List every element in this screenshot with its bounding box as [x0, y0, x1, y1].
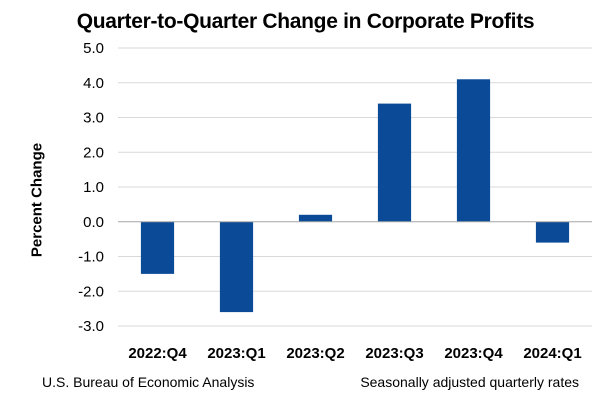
y-tick-label: -3.0 — [78, 318, 104, 335]
chart-title: Quarter-to-Quarter Change in Corporate P… — [76, 10, 535, 33]
x-tick-label: 2023:Q1 — [207, 345, 265, 362]
x-tick-label: 2023:Q3 — [365, 345, 423, 362]
y-tick-label: 2.0 — [83, 144, 104, 161]
x-tick-label: 2023:Q2 — [286, 345, 344, 362]
y-tick-label: -2.0 — [78, 283, 104, 300]
bar — [456, 79, 491, 222]
y-tick-label: 4.0 — [83, 75, 104, 92]
x-tick-label: 2022:Q4 — [128, 345, 187, 362]
bar — [140, 221, 175, 274]
adjustment-note: Seasonally adjusted quarterly rates — [360, 374, 579, 390]
bar — [377, 103, 412, 222]
y-tick-label: 5.0 — [83, 40, 104, 57]
y-tick-label: -1.0 — [78, 249, 104, 266]
x-tick-label: 2024:Q1 — [523, 345, 581, 362]
x-tick-label: 2023:Q4 — [444, 345, 503, 362]
y-tick-label: 0.0 — [83, 214, 104, 231]
bar — [298, 214, 333, 222]
bar — [535, 221, 570, 243]
source-note: U.S. Bureau of Economic Analysis — [42, 374, 255, 390]
y-tick-label: 1.0 — [83, 179, 104, 196]
y-tick-label: 3.0 — [83, 110, 104, 127]
bar — [219, 221, 254, 313]
